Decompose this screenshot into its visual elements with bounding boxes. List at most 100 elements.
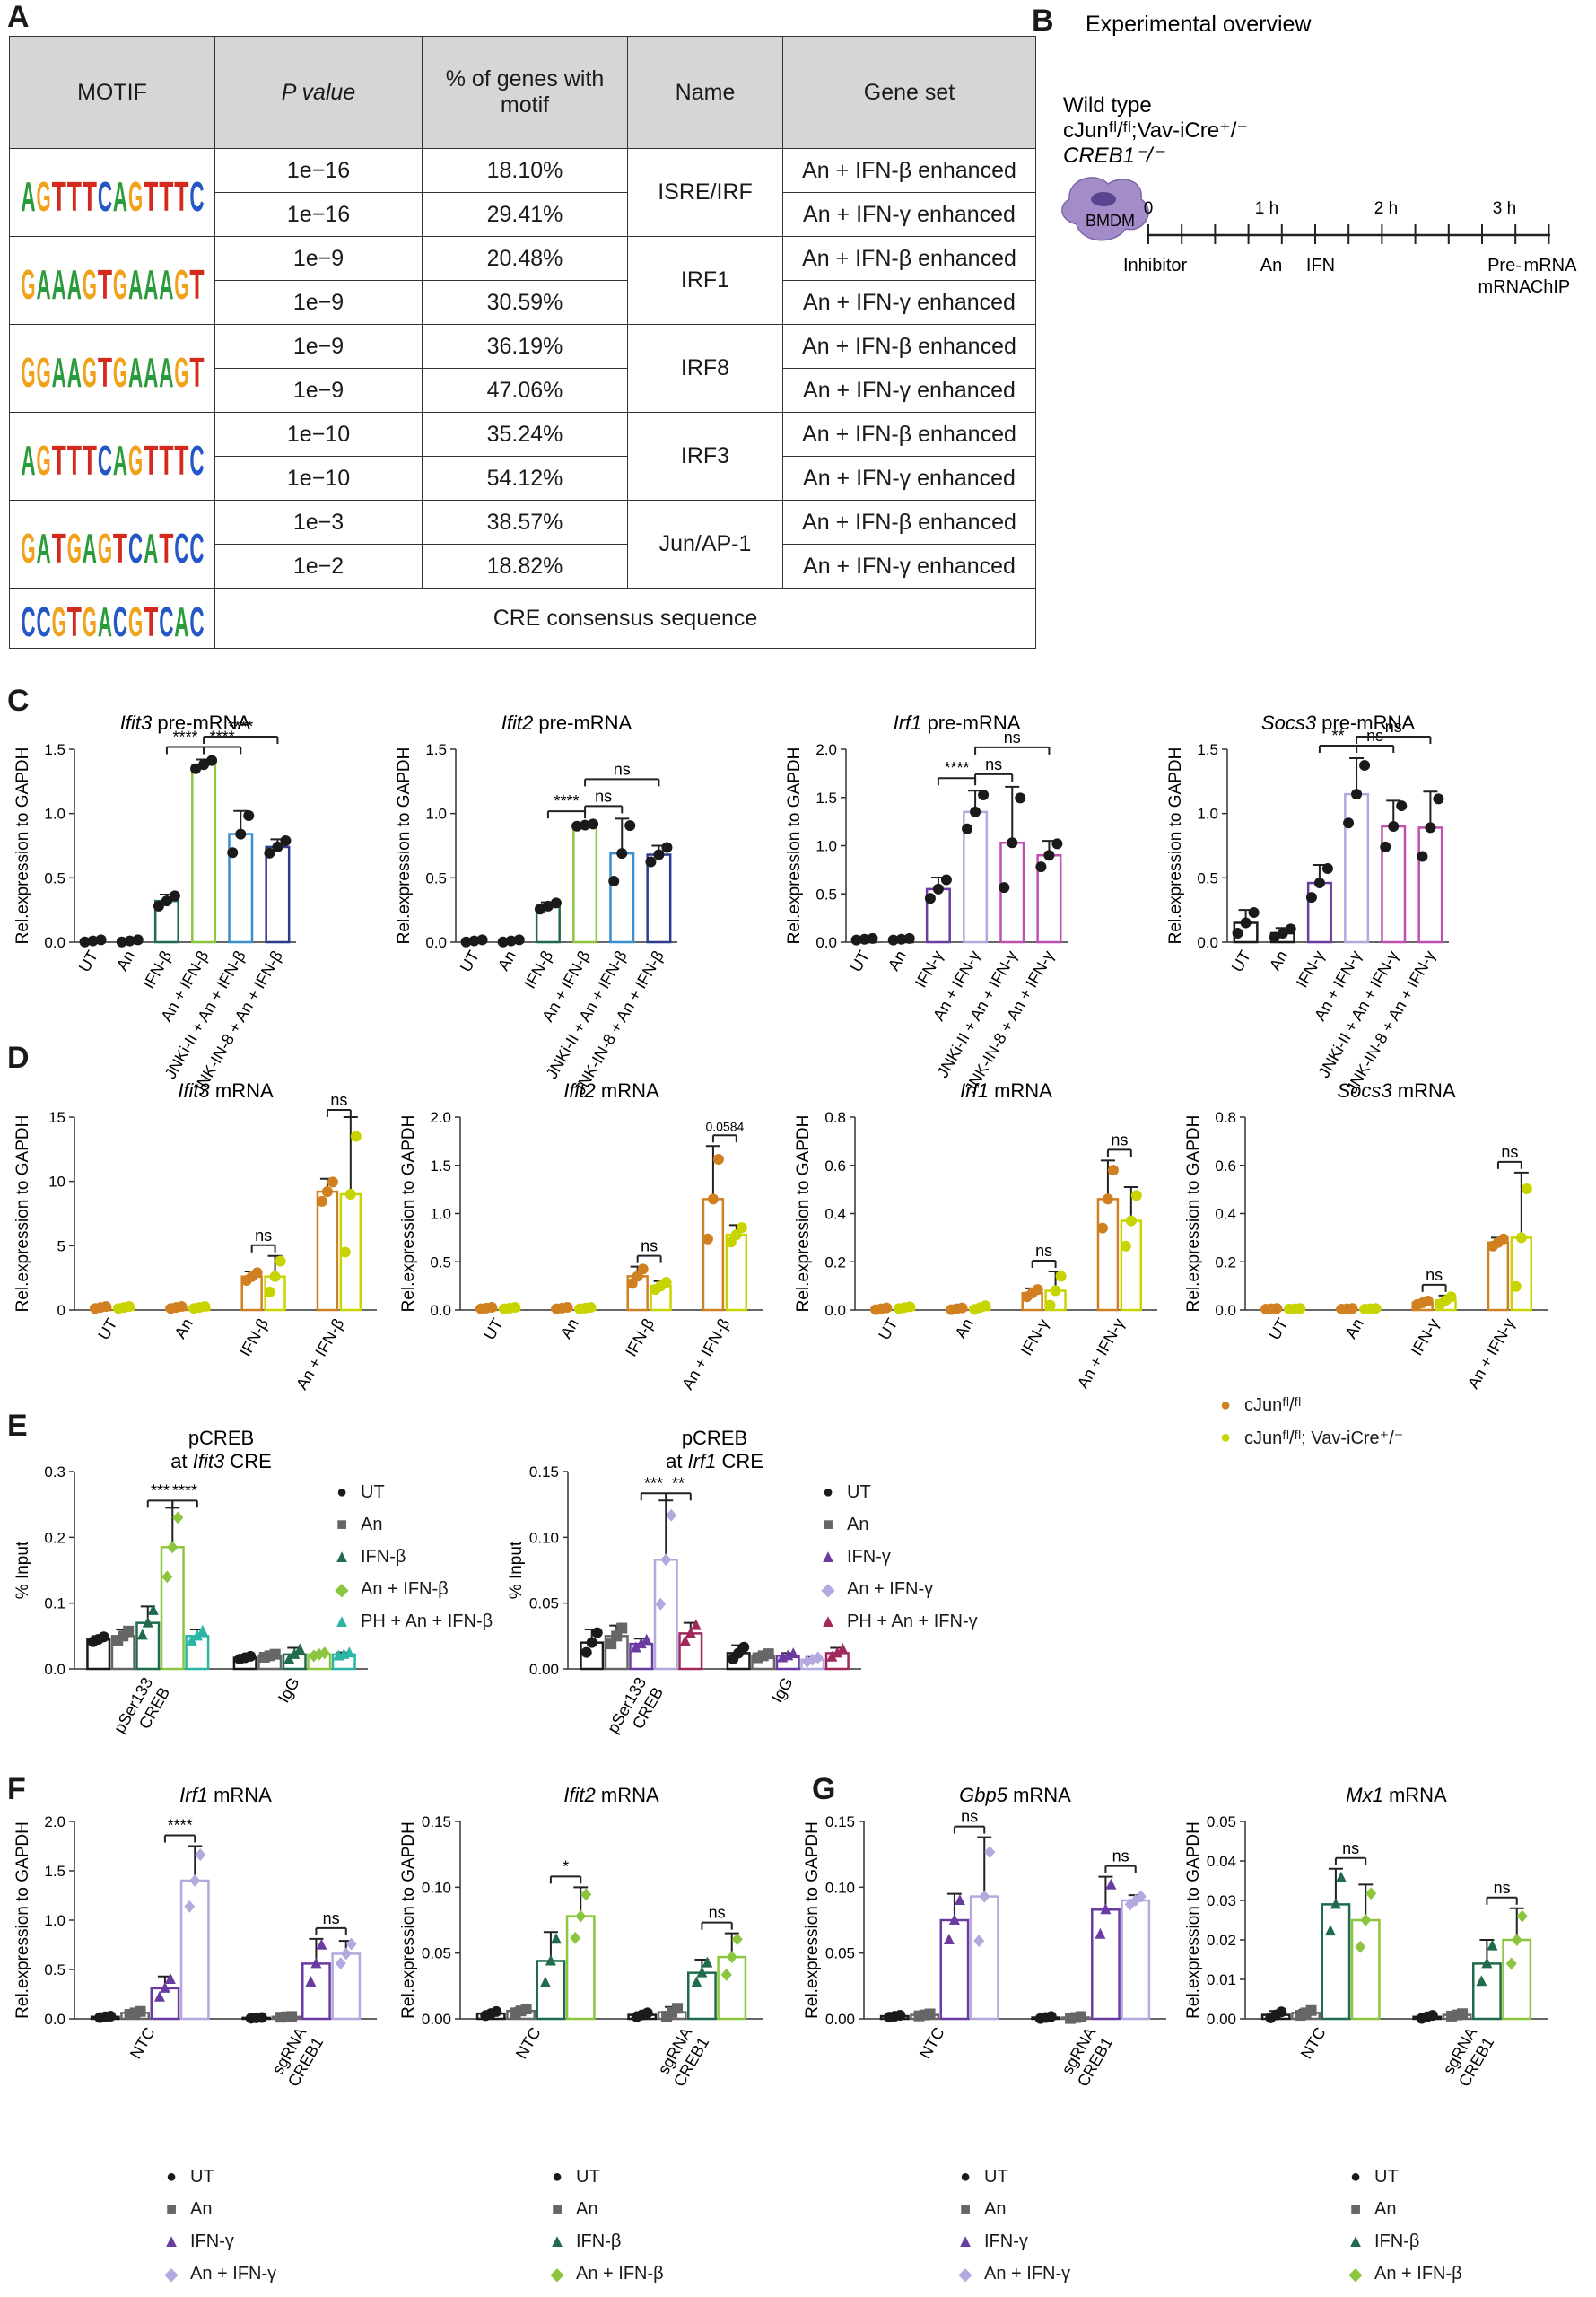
data-point (1035, 861, 1047, 873)
data-point (550, 897, 562, 909)
motif-letter: G (36, 437, 50, 484)
data-point (685, 1627, 696, 1638)
legend-label: An + IFN-β (1374, 2263, 1462, 2284)
percent-cell: 30.59% (422, 280, 628, 325)
legend-label: An + IFN-β (576, 2263, 664, 2284)
x-tick-label: IFN-β (139, 948, 175, 991)
timeline-tick-label: 0 (1144, 199, 1154, 218)
data-point (562, 1302, 573, 1314)
circle-marker-icon: ● (551, 2166, 563, 2187)
motif-letter: T (189, 349, 204, 396)
data-point (335, 1957, 346, 1970)
significance-label: * (563, 1857, 569, 1875)
motif-table-header: MOTIF P value % of genes with motif Name… (9, 36, 1036, 149)
bar-2-1 (1472, 1962, 1502, 2021)
data-point (608, 876, 620, 887)
data-point (580, 1646, 592, 1658)
motif-letter: G (128, 598, 143, 645)
data-point (672, 2003, 684, 2014)
data-point (731, 1933, 743, 1946)
data-point (1497, 1233, 1509, 1245)
motif-row: G A A A G T G A A A G T 1e−9 20.48% IRF1 An + IFN-β enh… (9, 236, 1036, 325)
y-axis-label: Rel.expression to GAPDH (13, 1115, 32, 1313)
motif-letter: G (66, 525, 81, 572)
data-point (801, 1655, 813, 1668)
gene-set-cell: An + IFN-γ enhanced (782, 544, 1036, 589)
significance-label: **** (944, 759, 969, 777)
legend-label: An (190, 2198, 213, 2219)
motif-name-cell: Jun/AP-1 (627, 500, 783, 589)
data-point (1355, 1940, 1366, 1953)
data-point (1476, 1975, 1487, 1987)
data-point (176, 1301, 188, 1313)
timeline-event: ChIP (1531, 277, 1570, 296)
data-point (510, 2007, 521, 2019)
bar-3-0 (969, 1895, 999, 2021)
motif-letter: C (128, 525, 143, 572)
data-point (763, 1648, 774, 1660)
data-point (1343, 817, 1355, 829)
data-point (1521, 1183, 1532, 1194)
data-point (235, 828, 247, 840)
significance-label: *** (644, 1474, 663, 1492)
legend-label: IFN-β (361, 1546, 406, 1567)
chart-f2: Ifit2 mRNA 0.00 0.05 0.10 0.15 Rel.expression… (399, 1777, 776, 2158)
data-point (275, 1255, 286, 1267)
motif-row: A G T T T C A G T T T C 1e−10 35.24% IRF3 An + IFN-β en… (9, 412, 1036, 501)
y-tick-label: 0.00 (825, 2011, 855, 2028)
pvalue-cell: 1e−2 (214, 544, 423, 589)
data-point (1015, 792, 1026, 804)
cre-row: C C G T G A C G T C A C CRE consensus sequence (9, 588, 1036, 649)
data-point (571, 820, 583, 832)
chart-title: Irf1 mRNA (960, 1079, 1052, 1102)
y-tick-label: 1.0 (44, 1912, 65, 1929)
legend-item: ■ An (818, 1508, 978, 1541)
x-tick-label: An (885, 948, 910, 974)
data-point (1271, 1303, 1283, 1314)
x-tick-label: UT (94, 1315, 120, 1343)
motif-letter: G (112, 261, 126, 308)
y-axis-label: % Input (13, 1541, 32, 1599)
legend-label: UT (576, 2166, 600, 2187)
data-point (661, 842, 673, 853)
data-point (344, 1189, 356, 1200)
data-point (1481, 1957, 1493, 1969)
data-point (1417, 851, 1428, 862)
data-point (505, 935, 517, 947)
data-point (637, 1263, 649, 1275)
y-tick-label: 0.5 (44, 869, 65, 886)
data-point (913, 2010, 925, 2022)
motif-letter: T (144, 437, 158, 484)
data-point (264, 1286, 275, 1297)
x-tick-label: UT (75, 948, 101, 975)
gene-set-cell: An + IFN-γ enhanced (782, 192, 1036, 237)
data-point (1232, 927, 1243, 939)
data-point (1360, 1914, 1372, 1926)
bar-2-0 (135, 1621, 161, 1671)
legend-label: cJunᶠˡ/ᶠˡ (1244, 1394, 1302, 1415)
data-point (198, 759, 210, 771)
nucleus-icon (1091, 192, 1116, 206)
square-marker-icon: ■ (1349, 2198, 1362, 2219)
y-tick-label: 0.10 (422, 1879, 451, 1896)
x-tick-label: IFN-γ (911, 948, 946, 991)
data-point (1107, 1165, 1119, 1176)
significance-label: ns (1004, 729, 1021, 747)
bar-3-0 (1350, 1918, 1381, 2021)
significance-label: **** (554, 792, 579, 810)
data-point (289, 1647, 301, 1659)
legend-item: ■ An (332, 1508, 493, 1541)
y-tick-label: 0.6 (824, 1157, 846, 1175)
motif-letter: A (159, 261, 173, 308)
motif-letter: G (128, 173, 143, 220)
bar-3-1 (1121, 1899, 1151, 2021)
y-tick-label: 0.01 (1207, 1971, 1236, 1988)
y-tick-label: 0.10 (529, 1529, 559, 1546)
percent-cell: 47.06% (422, 368, 628, 413)
y-tick-label: 0.6 (1215, 1157, 1236, 1175)
legend-label: An + IFN-γ (984, 2263, 1071, 2284)
data-point (161, 1570, 173, 1584)
